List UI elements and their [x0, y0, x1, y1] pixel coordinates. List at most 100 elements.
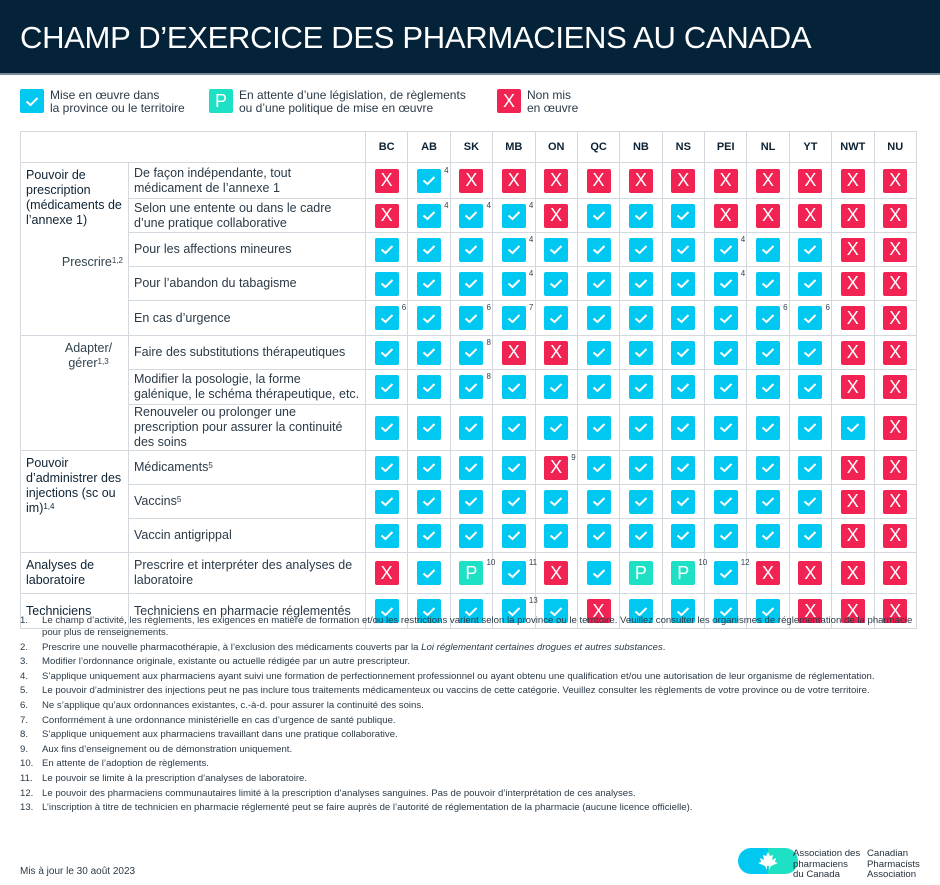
check-icon	[374, 340, 399, 365]
footnote-ref: 9	[571, 452, 576, 462]
status-mark: X	[459, 168, 484, 193]
x-icon: X	[840, 306, 865, 330]
x-icon: X	[586, 599, 611, 623]
check-icon	[374, 455, 399, 480]
check-icon	[713, 523, 738, 548]
x-icon: X	[798, 561, 823, 585]
check-icon	[459, 306, 484, 330]
status-cell-mb: 13	[492, 593, 538, 629]
status-mark: X	[374, 168, 399, 193]
check-glyph	[380, 279, 393, 289]
status-mark	[501, 523, 526, 548]
check-glyph	[550, 382, 563, 392]
footnote-italic: Loi réglementant certaines drogues et au…	[421, 641, 663, 653]
table-row: En cas d’urgence 6 6 7 6 6 X X	[21, 300, 917, 336]
status-cell-pei	[703, 593, 748, 629]
check-glyph	[677, 279, 690, 289]
status-cell-ab	[407, 552, 451, 594]
status-cell-nwt: X	[831, 593, 875, 629]
check-glyph	[634, 348, 648, 358]
status-mark: X	[840, 168, 865, 193]
status-cell-pei	[703, 404, 748, 451]
status-mark	[713, 415, 738, 440]
check-icon	[671, 237, 696, 262]
row-group-label: Pouvoir de prescription (médicaments de …	[20, 162, 129, 336]
footnote-text: Le champ d’activité, les règlements, les…	[42, 615, 920, 639]
status-mark	[501, 489, 526, 514]
check-glyph	[422, 463, 436, 473]
status-mark	[798, 340, 823, 365]
status-mark: X	[840, 203, 865, 228]
status-mark: 4	[459, 201, 491, 228]
footnote-ref: 8	[486, 372, 491, 381]
footnote-text: Aux fins d’enseignement ou de démonstrat…	[42, 744, 920, 756]
check-glyph	[465, 423, 478, 433]
legend-text: ou d’une politique de mise en œuvre	[239, 101, 434, 115]
x-icon: X	[840, 561, 865, 585]
check-icon	[756, 271, 781, 296]
status-cell-nwt: X	[831, 518, 875, 553]
status-cell-ab	[407, 232, 451, 267]
status-mark	[459, 415, 484, 440]
x-icon: X	[840, 340, 865, 365]
check-icon	[586, 561, 611, 585]
status-mark	[628, 271, 653, 296]
status-mark	[756, 237, 781, 262]
status-cell-bc	[364, 484, 409, 519]
check-glyph	[507, 423, 521, 433]
check-glyph	[465, 245, 478, 255]
table-row: Selon une entente ou dans le cadre d’une…	[21, 198, 917, 233]
check-glyph	[761, 497, 775, 507]
table-row: Pouvoir de prescription (médicaments de …	[20, 162, 917, 336]
check-icon	[756, 306, 781, 330]
check-glyph	[719, 279, 732, 289]
check-glyph	[719, 313, 732, 323]
status-mark: X	[671, 168, 696, 193]
status-mark	[501, 455, 526, 480]
status-mark	[544, 271, 569, 296]
status-cell-yt	[788, 266, 833, 301]
footnote-number: 11.	[20, 772, 33, 784]
check-icon	[671, 306, 696, 330]
check-icon	[713, 375, 738, 399]
status-mark	[459, 237, 484, 262]
status-mark	[374, 523, 399, 548]
check-icon	[840, 415, 865, 440]
check-glyph	[804, 531, 817, 541]
group-label: Pouvoir d’administrer des injections (sc…	[26, 456, 121, 515]
status-mark	[586, 455, 611, 480]
org-line: Canadian	[867, 848, 909, 859]
status-cell-ns	[661, 369, 706, 405]
check-icon	[544, 375, 569, 399]
status-cell-sk: X	[449, 162, 494, 199]
check-glyph	[507, 463, 521, 473]
status-mark	[713, 340, 738, 365]
check-glyph	[507, 531, 521, 541]
footnote-ref: 4	[444, 200, 449, 210]
footnote-part: Le champ d’activité, les règlements, les…	[42, 615, 913, 638]
footnote: 4. S’applique uniquement aux pharmaciens …	[20, 671, 920, 683]
check-glyph	[380, 497, 393, 507]
check-icon	[713, 599, 738, 623]
check-glyph	[465, 382, 478, 392]
status-mark	[628, 455, 653, 480]
legend-text: En attente d’une législation, de règleme…	[239, 88, 466, 102]
status-mark	[628, 237, 653, 262]
pending-icon: P	[671, 561, 696, 585]
footnote-part: S’applique uniquement aux pharmaciens tr…	[42, 729, 398, 741]
status-cell-qc: X	[576, 593, 621, 629]
status-mark: X	[586, 168, 611, 193]
x-icon: X	[840, 237, 865, 262]
check-icon	[586, 375, 611, 399]
status-mark: X	[883, 306, 908, 330]
status-cell-sk	[449, 518, 494, 553]
status-mark: X	[840, 523, 865, 548]
item-text: Médicaments	[134, 460, 209, 474]
status-mark	[459, 489, 484, 514]
status-mark	[374, 375, 399, 399]
footnotes: 1. Le champ d’activité, les règlements, l…	[20, 615, 920, 817]
status-mark: P 10	[671, 558, 707, 585]
status-cell-ns	[661, 232, 706, 267]
footnote-text: Prescrire une nouvelle pharmacothérapie,…	[42, 642, 920, 654]
